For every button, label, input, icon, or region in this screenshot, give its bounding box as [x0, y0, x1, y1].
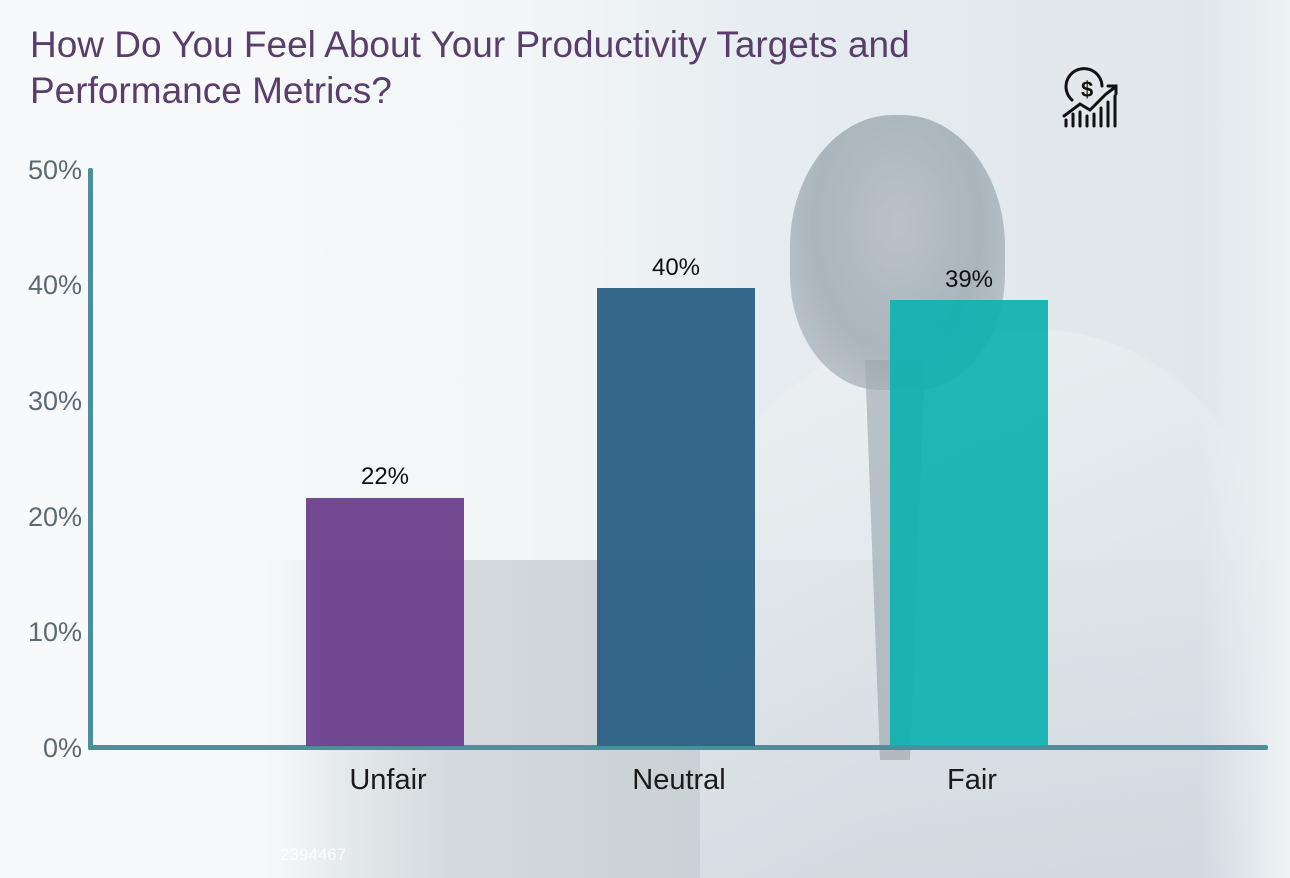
- bar-value-fair: 39%: [944, 266, 994, 293]
- bar-value-unfair: 22%: [360, 463, 410, 490]
- y-tick-40: 40%: [27, 270, 82, 300]
- bar-unfair: [306, 498, 464, 746]
- y-tick-30: 30%: [27, 386, 82, 416]
- category-label-fair: Fair: [947, 764, 997, 796]
- image-watermark: 2394467: [280, 845, 347, 864]
- y-tick-10: 10%: [27, 617, 82, 647]
- dollar-growth-chart-icon: $: [1062, 67, 1118, 128]
- y-axis-line: [88, 168, 93, 750]
- bar-neutral: [597, 288, 755, 746]
- background-right-fade: [1200, 0, 1290, 878]
- bar-fair: [890, 300, 1048, 746]
- background-fade: [0, 0, 330, 878]
- chart-title-line1: How Do You Feel About Your Productivity …: [30, 24, 910, 65]
- bar-value-neutral: 40%: [651, 254, 701, 281]
- chart-title: How Do You Feel About Your Productivity …: [30, 22, 1040, 114]
- chart-title-line2: Performance Metrics?: [30, 70, 392, 111]
- category-label-unfair: Unfair: [349, 764, 427, 796]
- y-tick-0: 0%: [42, 733, 82, 763]
- y-tick-50: 50%: [27, 155, 82, 185]
- category-label-neutral: Neutral: [632, 764, 726, 796]
- svg-text:$: $: [1081, 77, 1093, 102]
- y-tick-20: 20%: [27, 502, 82, 532]
- x-axis-line: [88, 745, 1268, 750]
